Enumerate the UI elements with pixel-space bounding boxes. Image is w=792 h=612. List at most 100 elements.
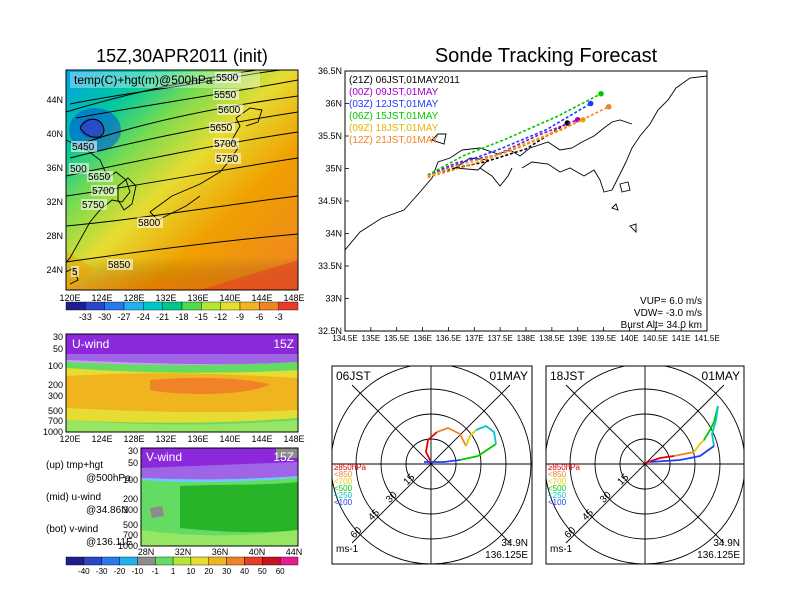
v-wind-y-tick: 1000 (118, 541, 138, 551)
map-x-tick: 148E (283, 293, 304, 303)
track-y-tick: 34N (325, 229, 342, 239)
contour-label: 500 (70, 164, 87, 175)
hodo-level-label: <250 (548, 491, 567, 500)
v-wind-x-ticks: 28N 32N 36N 40N 44N (138, 547, 303, 557)
hodo-left-time: 06JST (336, 369, 371, 383)
note-bot-a: (bot) v-wind (46, 524, 98, 535)
wind-colorbar-label: -10 (132, 567, 144, 576)
track-line (427, 93, 602, 176)
track-x-tick: 136.5E (436, 334, 461, 343)
temp-colorbar-label: -27 (117, 312, 130, 322)
track-x-tick: 136E (413, 334, 432, 343)
contour-label-bg (107, 259, 133, 270)
u-wind-x-tick: 132E (155, 434, 176, 444)
track-legend-entry: (21Z) 06JST,01MAY2011 (349, 75, 460, 86)
wind-colorbar-label: 1 (171, 567, 176, 576)
u-wind-y-tick: 200 (48, 380, 63, 390)
map-x-tick: 128E (123, 293, 144, 303)
v-wind-y-tick: 700 (123, 530, 138, 540)
contour-label: 5650 (210, 123, 233, 134)
track-lines (427, 90, 612, 179)
map-x-ticks: 120E 124E 128E 132E 136E 140E 144E 148E (59, 293, 304, 303)
temp-colorbar-label: -3 (275, 312, 283, 322)
hodo-level-label: <500 (548, 484, 567, 493)
hodo-left-lon: 136.125E (485, 550, 528, 561)
u-wind-x-tick: 144E (251, 434, 272, 444)
contour-label: 5500 (216, 73, 239, 84)
temp-colorbar-swatch (104, 301, 125, 311)
hodo-left-level-legend: ≥850hPa<850<700<500<250<100 (334, 463, 367, 507)
temp-colorbar-label: -24 (137, 312, 150, 322)
hodograph-06jst: 06JST 01MAY 34.9N 136.125E ms-1 15304560… (331, 365, 533, 565)
wind-colorbar-swatch (262, 556, 281, 566)
hodo-level-label: ≥850hPa (548, 463, 581, 472)
wind-colorbar-swatch (101, 556, 120, 566)
wind-colorbar: -40 -30 -20 -10 -1 1 10 20 30 40 50 60 (65, 556, 299, 576)
wind-colorbar-swatch (244, 556, 263, 566)
wind-colorbar-swatch (226, 556, 245, 566)
left-title: 15Z,30APR2011 (init) (96, 46, 268, 66)
contour-label-bg (213, 138, 239, 149)
contour-labels: 5500555056005650570057505450500565057005… (69, 72, 243, 278)
v-wind-y-tick: 50 (128, 458, 138, 468)
hodo-level-label: <250 (334, 491, 353, 500)
wind-colorbar-label: 60 (276, 567, 285, 576)
contour-label-bg (137, 217, 163, 228)
v-wind-y-tick: 30 (128, 446, 138, 456)
temp-height-map: temp(C)+hgt(m)@500hPa 550055505600565057… (46, 69, 305, 303)
track-line (427, 106, 610, 179)
hodo-left-units: ms-1 (336, 544, 359, 555)
temp-colorbar-swatch (143, 301, 163, 311)
u-wind-y-tick: 100 (48, 361, 63, 371)
v-wind-x-tick: 28N (138, 547, 155, 557)
temp-colorbar-label: -6 (255, 312, 263, 322)
u-wind-y-tick: 700 (48, 416, 63, 426)
sonde-track-panel: (21Z) 06JST,01MAY2011(00Z) 09JST,01MAY(0… (318, 66, 720, 343)
contour-label: 5550 (214, 90, 237, 101)
track-x-tick: 140.5E (643, 334, 668, 343)
hodo-right-trace (644, 405, 719, 464)
contour-label: 5450 (72, 142, 95, 153)
contour-label-bg (213, 89, 239, 100)
u-wind-x-ticks: 120E 124E 128E 132E 136E 140E 144E 148E (59, 434, 304, 444)
u-wind-y-tick: 1000 (43, 427, 63, 437)
contour-label: 5650 (88, 172, 111, 183)
v-wind-y-tick: 200 (123, 494, 138, 504)
contour-label-bg (209, 122, 235, 133)
wind-colorbar-swatch (172, 556, 192, 566)
track-x-tick: 138E (517, 334, 536, 343)
temp-colorbar-label: -21 (156, 312, 169, 322)
u-wind-y-tick: 30 (53, 332, 63, 342)
temp-colorbar-label: -30 (98, 312, 111, 322)
track-y-tick: 36N (325, 99, 342, 109)
temp-colorbar-label: -18 (175, 312, 188, 322)
wind-colorbar-label: 20 (204, 567, 213, 576)
map-y-ticks: 44N 40N 36N 32N 28N 24N (46, 95, 63, 275)
track-y-tick: 32.5N (318, 326, 342, 336)
u-wind-x-tick: 124E (91, 434, 112, 444)
v-wind-x-tick: 36N (212, 547, 229, 557)
hodo-right-level-legend: ≥850hPa<850<700<500<250<100 (548, 463, 581, 507)
wind-colorbar-swatch (190, 556, 209, 566)
wind-colorbar-swatch (119, 556, 138, 566)
map-y-tick: 32N (46, 197, 63, 207)
map-x-tick: 140E (219, 293, 240, 303)
hodo-level-label: <100 (548, 498, 567, 507)
map-x-tick: 144E (251, 293, 272, 303)
u-wind-x-tick: 120E (59, 434, 80, 444)
hodograph-18jst: 18JST 01MAY 34.9N 136.125E ms-1 15304560… (545, 365, 745, 565)
track-y-tick: 35N (325, 164, 342, 174)
track-x-tick: 137E (465, 334, 484, 343)
map-label: temp(C)+hgt(m)@500hPa (74, 73, 213, 87)
param-vup: VUP= 6.0 m/s (640, 296, 702, 307)
temp-colorbar-swatch (239, 301, 260, 311)
param-burst: Burst Alt= 34.0 km (621, 320, 702, 331)
u-wind-x-tick: 140E (219, 434, 240, 444)
track-x-tick: 140E (620, 334, 639, 343)
note-up-b: @500hPa (86, 473, 131, 484)
u-wind-y-tick: 500 (48, 406, 63, 416)
track-legend-entry: (09Z) 18JST,01MAY (349, 123, 439, 134)
map-y-tick: 24N (46, 265, 63, 275)
map-y-tick: 40N (46, 129, 63, 139)
